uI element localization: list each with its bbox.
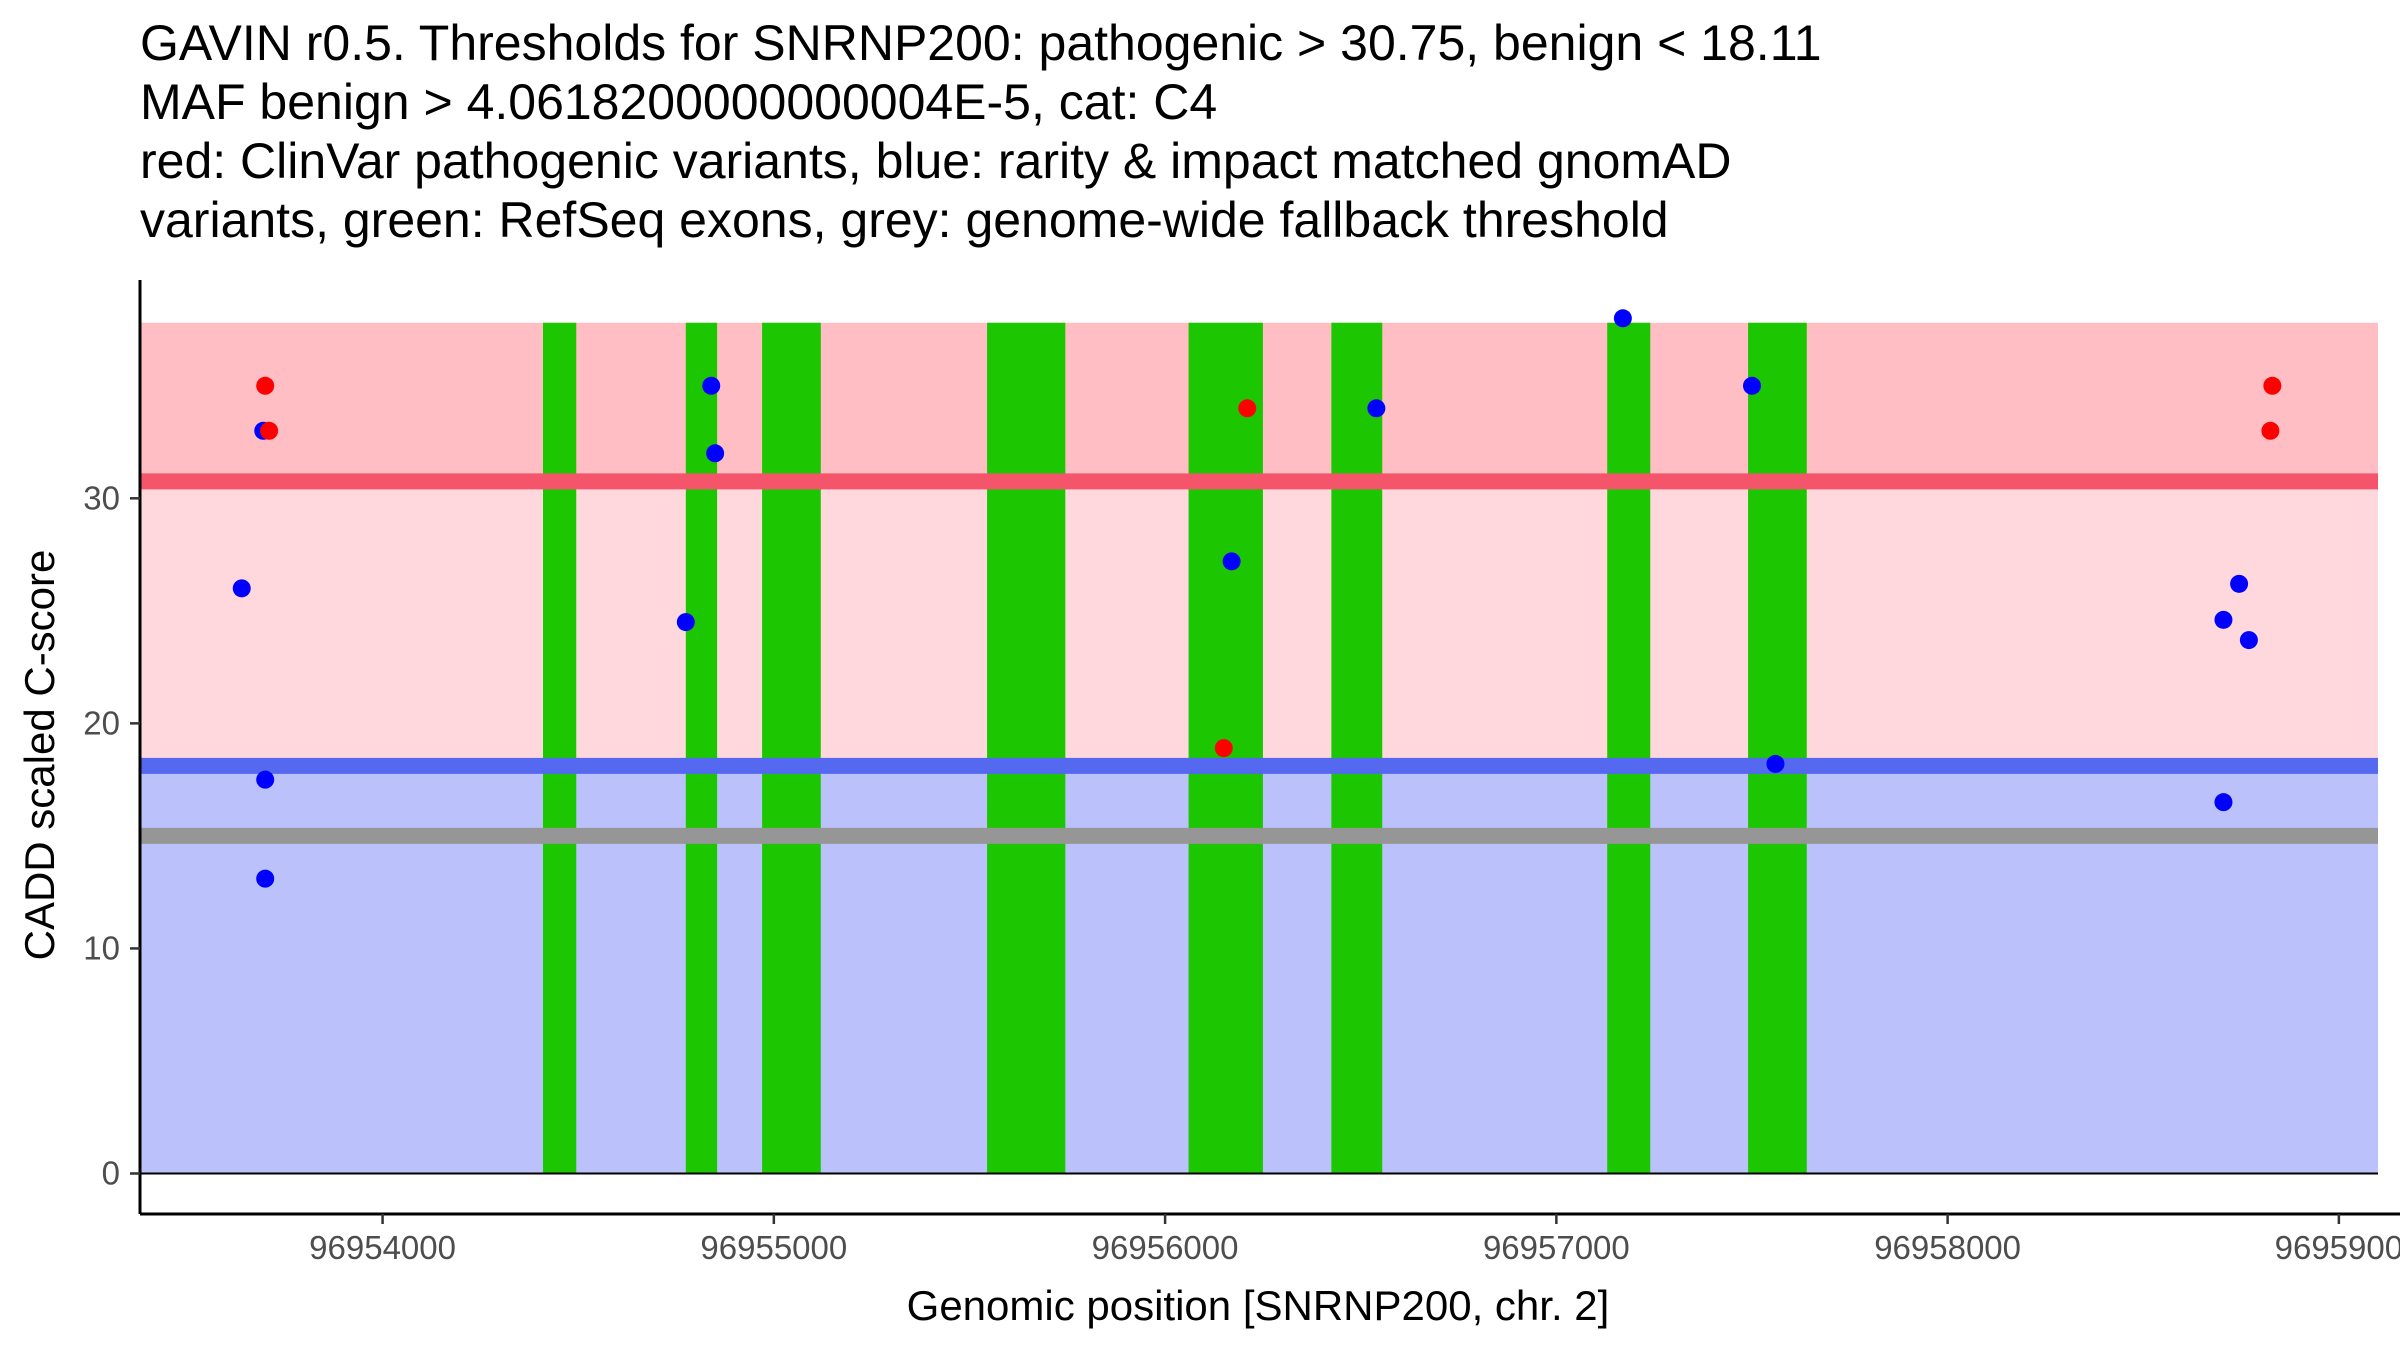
title-line-1: GAVIN r0.5. Thresholds for SNRNP200: pat… xyxy=(140,15,1822,71)
gnomad-point-4 xyxy=(256,869,275,888)
y-tick-label-30: 30 xyxy=(83,479,120,516)
exon-bar-3 xyxy=(762,322,821,1174)
x-tick-label-96954000: 96954000 xyxy=(309,1229,456,1266)
clinvar-point-4 xyxy=(1238,399,1257,418)
title-line-4: variants, green: RefSeq exons, grey: gen… xyxy=(140,192,1669,248)
gnomad-point-7 xyxy=(706,444,725,463)
y-tick-label-10: 10 xyxy=(83,929,120,966)
chart-title: GAVIN r0.5. Thresholds for SNRNP200: pat… xyxy=(140,14,2380,250)
clinvar-point-6 xyxy=(2261,421,2280,440)
exon-bar-7 xyxy=(1607,322,1651,1174)
exon-bar-2 xyxy=(685,322,718,1174)
gnomad-point-14 xyxy=(2230,574,2249,593)
exon-bar-8 xyxy=(1748,322,1807,1174)
x-tick-label-96956000: 96956000 xyxy=(1092,1229,1239,1266)
y-axis-title: CADD scaled C-score xyxy=(16,550,63,961)
variant-points xyxy=(232,309,2282,888)
x-tick-label-96957000: 96957000 xyxy=(1483,1229,1630,1266)
x-tick-label-96955000: 96955000 xyxy=(700,1229,847,1266)
gnomad-point-12 xyxy=(1766,754,1785,773)
exon-bar-1 xyxy=(542,322,577,1174)
gnomad-point-15 xyxy=(2239,631,2258,650)
clinvar-point-1 xyxy=(256,376,275,395)
x-axis-title: Genomic position [SNRNP200, chr. 2] xyxy=(907,1282,1610,1329)
gnomad-point-13 xyxy=(2214,610,2233,629)
exon-bar-4 xyxy=(987,322,1066,1174)
threshold-lines xyxy=(140,473,2378,1175)
gnomad-point-5 xyxy=(676,613,695,632)
gnomad-point-1 xyxy=(232,579,251,598)
x-tick-label-96959000: 9695900 xyxy=(2275,1229,2400,1266)
title-line-2: MAF benign > 4.0618200000000004E-5, cat:… xyxy=(140,74,1218,130)
clinvar-point-3 xyxy=(1214,739,1233,758)
gnomad-point-9 xyxy=(1367,399,1386,418)
y-tick-label-0: 0 xyxy=(102,1154,120,1191)
gnomad-point-10 xyxy=(1613,309,1632,328)
clinvar-point-2 xyxy=(260,421,279,440)
exon-bar-6 xyxy=(1331,322,1383,1174)
exon-bars xyxy=(542,322,1807,1174)
gnomad-point-8 xyxy=(1222,552,1241,571)
clinvar-point-5 xyxy=(2263,376,2282,395)
gnomad-point-11 xyxy=(1742,376,1761,395)
gnomad-point-3 xyxy=(256,770,275,789)
gnomad-point-16 xyxy=(2214,793,2233,812)
y-tick-label-20: 20 xyxy=(83,704,120,741)
axes: 0 10 20 30 96954000 96955000 96956000 96957000 9… xyxy=(83,280,2400,1266)
title-line-3: red: ClinVar pathogenic variants, blue: … xyxy=(140,133,1732,189)
gnomad-point-6 xyxy=(702,376,721,395)
x-tick-label-96958000: 96958000 xyxy=(1874,1229,2021,1266)
